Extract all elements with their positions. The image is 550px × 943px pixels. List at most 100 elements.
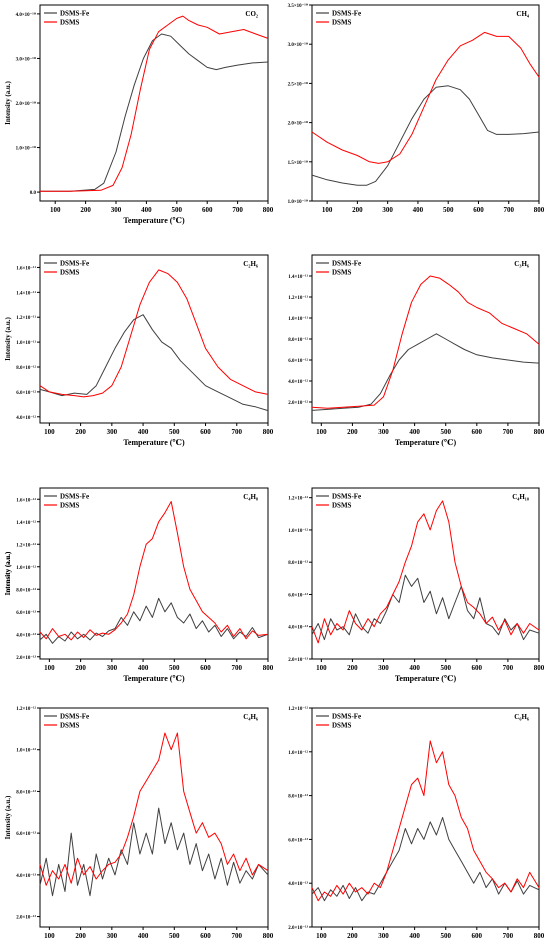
y-tick-label: 3.0×10⁻¹⁰: [16, 56, 37, 62]
y-tick-label: 4.0×10⁻¹³: [16, 873, 36, 879]
y-tick-label: 4.0×10⁻¹⁰: [16, 12, 37, 18]
y-tick-label: 1.4×10⁻¹¹: [16, 290, 36, 296]
y-tick-label: 8.0×10⁻¹³: [288, 794, 308, 800]
series-line-dsms-fe: [39, 314, 269, 412]
x-tick-label: 800: [263, 664, 274, 672]
chart-title: C₆H₆: [514, 713, 529, 721]
y-tick-label: 4.0×10⁻¹³: [288, 625, 308, 631]
y-tick-label: 1.0×10⁻¹²: [16, 748, 36, 754]
series-line-dsms-fe: [311, 85, 540, 186]
x-tick-label: 800: [534, 932, 545, 940]
x-axis-label: Temperature (℃): [123, 674, 185, 683]
y-axis-label: Intensity (a.u.): [4, 551, 12, 595]
y-tick-label: 1.0×10⁻¹¹: [16, 340, 36, 346]
y-tick-label: 1.6×10⁻¹²: [16, 497, 36, 503]
x-tick-label: 300: [378, 932, 389, 940]
chart-title: C₂H₆: [243, 260, 258, 268]
x-tick-label: 100: [316, 932, 327, 940]
series-line-dsms: [311, 31, 540, 164]
x-tick-label: 200: [80, 206, 91, 214]
x-tick-label: 600: [472, 664, 483, 672]
y-axis-label: Intensity (a.u.): [4, 795, 12, 839]
x-tick-label: 400: [409, 664, 420, 672]
y-tick-label: 1.6×10⁻¹¹: [16, 265, 36, 271]
x-tick-label: 400: [413, 206, 424, 214]
x-tick-label: 100: [44, 664, 55, 672]
y-tick-label: 6.0×10⁻¹³: [16, 831, 36, 837]
x-axis-label: Temperature (℃): [395, 438, 457, 447]
chart-panel-5: 100 200 300 400 500 600 700 800 2.0×10⁻¹³ 4.0×10⁻…: [4, 487, 274, 683]
y-tick-label: 8.0×10⁻¹³: [16, 789, 36, 795]
x-tick-label: 700: [503, 932, 514, 940]
x-tick-label: 500: [443, 206, 454, 214]
chart-panel-2: 100 200 300 400 500 600 700 800 1.0×10⁻¹⁰ 1.5×10⁻…: [288, 3, 545, 214]
y-tick-label: 0.0: [30, 191, 37, 196]
series-line-dsms: [40, 15, 269, 192]
x-tick-label: 600: [473, 206, 484, 214]
y-tick-label: 2.0×10⁻¹³: [16, 655, 36, 661]
y-tick-label: 8.0×10⁻¹³: [16, 587, 36, 593]
legend-label: DSMS-Fe: [332, 10, 361, 18]
x-tick-label: 500: [440, 428, 451, 436]
legend-label: DSMS: [60, 502, 80, 510]
chart-panel-7: 100 200 300 400 500 600 700 800 2.0×10⁻¹³ 4.0×10⁻…: [4, 706, 274, 943]
x-tick-label: 300: [378, 428, 389, 436]
legend-label: DSMS: [332, 269, 352, 277]
x-tick-label: 700: [232, 206, 243, 214]
x-tick-label: 700: [232, 932, 243, 940]
y-tick-label: 1.2×10⁻¹²: [288, 496, 308, 502]
x-tick-label: 200: [347, 664, 358, 672]
legend-label: DSMS: [60, 19, 80, 27]
x-tick-label: 600: [200, 932, 211, 940]
x-tick-label: 700: [503, 206, 514, 214]
x-tick-label: 300: [107, 428, 118, 436]
x-tick-label: 600: [200, 428, 211, 436]
legend-label: DSMS: [332, 19, 352, 27]
y-tick-label: 6.0×10⁻¹³: [288, 592, 308, 598]
x-tick-label: 400: [409, 428, 420, 436]
x-axis-label: Temperature (℃): [123, 216, 185, 225]
y-tick-label: 3.0×10⁻¹⁰: [288, 42, 309, 48]
x-tick-label: 100: [316, 428, 327, 436]
x-tick-label: 800: [263, 206, 274, 214]
legend-label: DSMS-Fe: [332, 493, 361, 501]
y-tick-label: 2.0×10⁻¹⁰: [16, 101, 37, 107]
y-tick-label: 1.2×10⁻¹²: [16, 542, 36, 548]
x-tick-label: 600: [202, 206, 213, 214]
y-tick-label: 2.0×10⁻¹³: [288, 657, 308, 663]
chart-title: CO₂: [245, 10, 258, 18]
x-tick-label: 300: [378, 664, 389, 672]
y-axis-label: Intensity (a.u.): [4, 316, 12, 360]
series-line-dsms: [39, 732, 269, 886]
x-tick-label: 100: [316, 664, 327, 672]
x-tick-label: 200: [347, 428, 358, 436]
y-tick-label: 1.0×10⁻¹⁰: [288, 199, 309, 205]
series-line-dsms-fe: [311, 574, 540, 641]
y-tick-label: 1.0×10⁻¹⁰: [16, 146, 37, 152]
y-tick-label: 4.0×10⁻¹³: [16, 632, 36, 638]
y-tick-label: 4.0×10⁻¹²: [16, 415, 36, 421]
chart-panel-8: 100 200 300 400 500 600 700 800 2.0×10⁻¹³ 4.0×10⁻…: [288, 706, 545, 943]
x-tick-label: 500: [169, 932, 180, 940]
x-tick-label: 700: [503, 664, 514, 672]
plot-frame: [311, 4, 540, 202]
x-tick-label: 100: [44, 428, 55, 436]
x-tick-label: 300: [107, 664, 118, 672]
x-tick-label: 500: [440, 932, 451, 940]
y-tick-label: 4.0×10⁻¹²: [288, 379, 308, 385]
x-tick-label: 500: [172, 206, 183, 214]
y-tick-label: 3.5×10⁻¹⁰: [288, 3, 309, 9]
x-axis-label: Temperature (℃): [395, 674, 457, 683]
y-tick-label: 1.0×10⁻¹²: [16, 565, 36, 571]
y-tick-label: 1.2×10⁻¹¹: [16, 315, 36, 321]
x-tick-label: 600: [200, 664, 211, 672]
series-line-dsms: [39, 501, 269, 641]
y-tick-label: 2.5×10⁻¹⁰: [288, 81, 309, 87]
legend-label: DSMS-Fe: [60, 260, 89, 268]
chart-panel-1: 100 200 300 400 500 600 700 800 0.0 1.0×10⁻¹⁰ 2.0×…: [4, 4, 274, 225]
x-tick-label: 300: [107, 932, 118, 940]
y-tick-label: 8.0×10⁻¹²: [288, 337, 308, 343]
plot-frame: [39, 4, 269, 202]
y-tick-label: 1.2×10⁻¹²: [288, 706, 308, 712]
